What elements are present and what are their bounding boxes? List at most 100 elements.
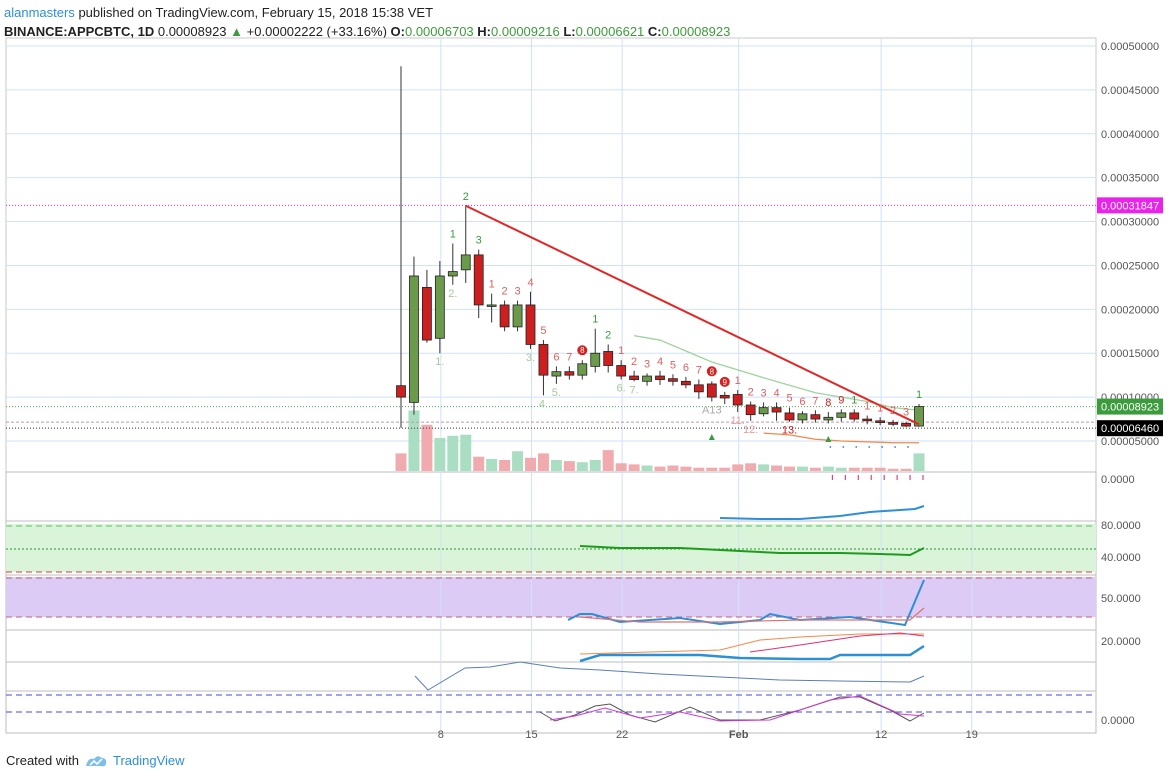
volume-bar [499, 460, 511, 471]
pane3-axis-label: 50.0000 [1101, 593, 1141, 605]
td-count-label: 4 [657, 356, 663, 368]
price-change: +0.00002222 (+33.16%) [246, 24, 387, 39]
candle-body [616, 365, 627, 377]
volume-bar [615, 463, 627, 471]
volume-bar [693, 467, 705, 471]
candle-body [409, 275, 419, 403]
moving-average-line [633, 335, 920, 411]
price-tick-label: 0.00015000 [1101, 348, 1159, 360]
symbol-line: BINANCE:APPCBTC, 1D 0.00008923 ▲ +0.0000… [4, 22, 730, 41]
price-axis-badge [1097, 420, 1163, 437]
x-tick-label: 15 [525, 729, 537, 741]
td-count-label: 7. [630, 384, 639, 396]
high-label: H: [477, 24, 492, 39]
signal-dot [894, 446, 896, 448]
pane6-k-line [539, 696, 925, 723]
x-tick-label: 19 [966, 729, 978, 741]
price-tick-label: 0.00035000 [1101, 173, 1159, 185]
td-count-label: 1 [735, 375, 741, 387]
td-count-label: 2 [502, 286, 508, 298]
volume-bar [654, 466, 666, 471]
td-count-label: 3 [761, 387, 767, 399]
td-count-label: 1 [916, 389, 922, 401]
signal-dot [842, 446, 845, 448]
price-axis-badge [1097, 398, 1163, 415]
td-badge-circle [719, 376, 730, 387]
td-count-label: 6. [617, 383, 626, 395]
td-badge-label: 9 [723, 378, 728, 387]
candle-body [668, 378, 678, 382]
volume-bar [550, 460, 562, 471]
candle-body [758, 407, 769, 415]
volume-bar [628, 464, 640, 471]
td-count-label: 1 [592, 314, 598, 326]
volume-bar [563, 461, 575, 471]
signal-dot [868, 446, 871, 448]
pane2-line [579, 545, 925, 557]
publisher-link[interactable]: alanmasters [4, 5, 75, 20]
td-count-label: 1 [851, 394, 857, 406]
signal-dot [907, 446, 909, 448]
td-count-label: 3 [903, 407, 909, 419]
candle-body [875, 420, 886, 423]
td-count-label: 2 [631, 356, 637, 368]
candle-body [797, 413, 808, 421]
pane6-d-line [549, 695, 925, 722]
price-axis-badge [1097, 197, 1163, 214]
volume-bar [745, 463, 757, 471]
volume-bar [680, 466, 692, 471]
x-tick-label: 22 [616, 729, 628, 741]
price-tick-label: 0.00025000 [1101, 260, 1159, 272]
candle-body [681, 380, 691, 386]
volume-bar [900, 468, 912, 471]
open-value: 0.00006703 [404, 24, 474, 39]
td-count-label: 7 [566, 351, 572, 363]
td-count-label: 1 [618, 345, 624, 357]
candle-body [564, 371, 575, 376]
td-count-label: A13 [702, 405, 722, 417]
tradingview-brand-label: TradingView [112, 753, 185, 768]
candle-body [784, 412, 795, 421]
open-label: O: [390, 24, 405, 39]
candle-body [771, 407, 782, 413]
td-count-label: 6 [683, 362, 689, 374]
volume-bar [576, 462, 588, 471]
td-count-label: 3 [644, 358, 650, 370]
candle-body [473, 254, 484, 306]
candle-body [434, 275, 445, 339]
td-count-label: 2 [748, 387, 754, 399]
candle-body [810, 414, 821, 420]
price-tick-label: 0.00050000 [1101, 41, 1159, 53]
buy-signal-marker [708, 434, 715, 440]
price-axis-badge-label: 0.00008923 [1101, 402, 1159, 414]
td-count-label: 2 [463, 191, 469, 203]
pane6-axis-label: 0.0000 [1101, 715, 1135, 727]
volume-bar [602, 450, 614, 471]
volume-bar [667, 465, 679, 471]
low-label: L: [563, 24, 576, 39]
volume-bar [395, 453, 407, 471]
candle-body [836, 412, 847, 418]
td-count-label: 5 [540, 325, 546, 337]
candle-body [460, 254, 471, 271]
td-count-label: 3 [476, 235, 482, 247]
buy-signal-marker [825, 436, 832, 442]
candle-body [642, 375, 652, 382]
symbol-label[interactable]: BINANCE:APPCBTC, 1D [4, 24, 155, 39]
candle-body [629, 375, 639, 380]
pane4-plus-line [579, 633, 924, 655]
volume-bar [706, 467, 718, 471]
td-count-label: 8 [825, 397, 831, 409]
pane4-adx-line [579, 644, 925, 663]
volume-bar [641, 465, 653, 471]
tradingview-brand[interactable]: TradingView [85, 753, 185, 768]
volume-bar [486, 458, 498, 471]
volume-bar [835, 467, 847, 471]
td-count-label: 5 [786, 393, 792, 405]
price-tick-label: 0.00045000 [1101, 85, 1159, 97]
chart-header: alanmasters published on TradingView.com… [4, 3, 730, 41]
td-count-label: 6 [553, 351, 559, 363]
td-count-label: 9 [838, 394, 844, 406]
volume-bar [512, 451, 524, 471]
